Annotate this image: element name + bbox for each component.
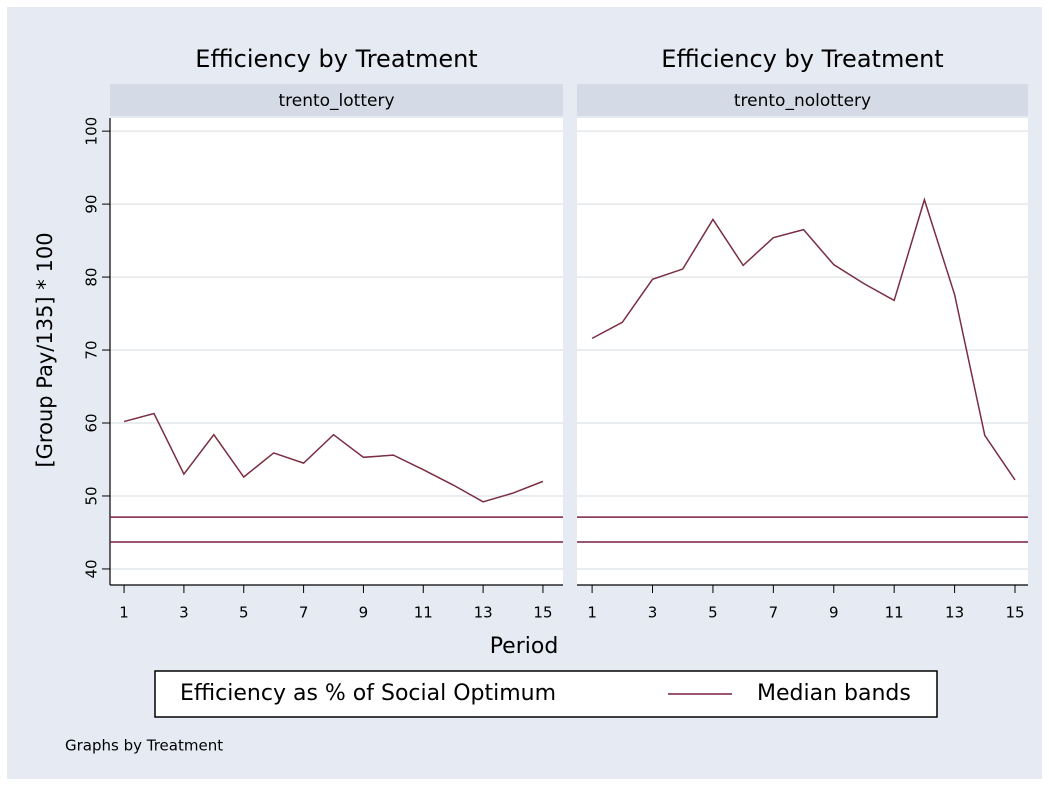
y-tick-label: 60: [83, 413, 101, 432]
x-tick-label: 9: [359, 604, 369, 622]
x-tick-label: 13: [945, 604, 964, 622]
x-tick-label: 3: [648, 604, 658, 622]
x-tick-label: 15: [533, 604, 552, 622]
panel-subtitle: trento_nolottery: [734, 91, 871, 111]
x-tick-label: 11: [885, 604, 904, 622]
x-tick-label: 5: [708, 604, 718, 622]
y-axis-title: [Group Pay/135] * 100: [33, 232, 57, 467]
x-tick-label: 1: [119, 604, 129, 622]
y-tick-label: 70: [83, 340, 101, 359]
x-tick-label: 11: [414, 604, 433, 622]
note: Graphs by Treatment: [65, 737, 223, 755]
panel-title: Efficiency by Treatment: [195, 45, 477, 73]
x-tick-label: 1: [587, 604, 597, 622]
legend-label: Efficiency as % of Social Optimum: [180, 681, 556, 706]
y-tick-label: 80: [83, 268, 101, 287]
x-tick-label: 3: [179, 604, 189, 622]
x-tick-label: 5: [239, 604, 249, 622]
x-tick-label: 7: [299, 604, 309, 622]
y-tick-label: 100: [83, 117, 101, 146]
data-line: [591, 197, 1016, 481]
y-tick-label: 40: [83, 559, 101, 578]
panel-strip: [577, 84, 1028, 116]
y-tick-label: 90: [83, 195, 101, 214]
x-axis-title: Period: [490, 634, 559, 659]
plot-area: [577, 118, 1028, 585]
panel-strip: [110, 84, 563, 116]
legend: [154, 670, 938, 718]
legend-label: Median bands: [757, 681, 911, 706]
x-tick-label: 7: [769, 604, 779, 622]
x-tick-label: 15: [1005, 604, 1024, 622]
x-tick-label: 13: [474, 604, 493, 622]
plot-area: [110, 118, 563, 585]
y-tick-label: 50: [83, 486, 101, 505]
x-tick-label: 9: [829, 604, 839, 622]
data-line: [123, 412, 544, 503]
panel-title: Efficiency by Treatment: [661, 45, 943, 73]
panel-subtitle: trento_lottery: [278, 91, 394, 111]
